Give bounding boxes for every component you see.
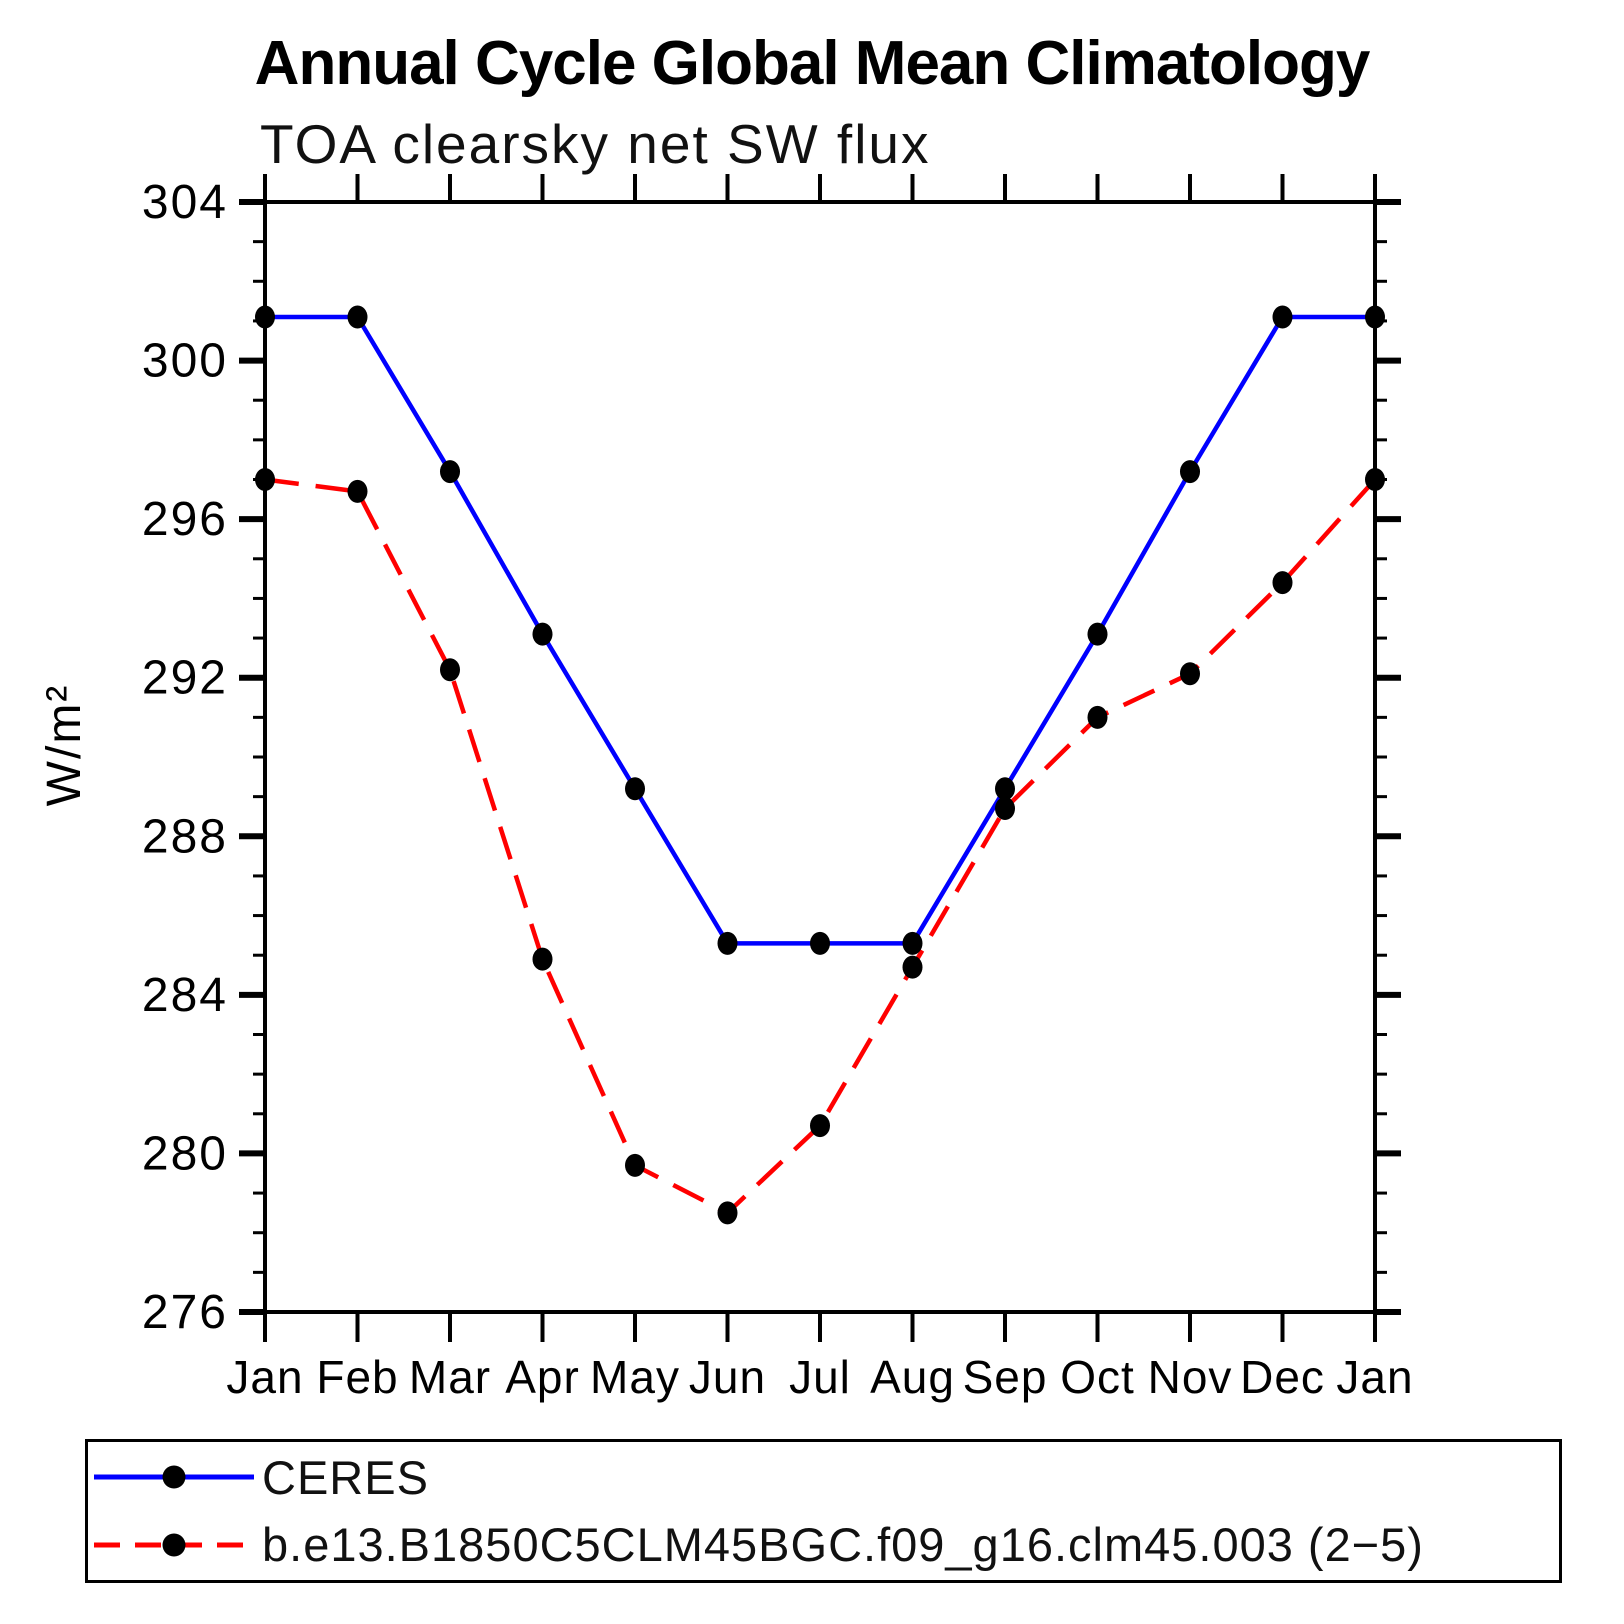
x-tick-label: Jan: [1336, 1351, 1413, 1403]
data-point-marker: [440, 460, 460, 484]
x-tick-label: Feb: [316, 1351, 398, 1403]
legend-sample-ceres-line: [94, 1465, 254, 1489]
data-point-marker: [347, 479, 368, 503]
x-tick-label: Jan: [226, 1351, 303, 1403]
data-point-marker: [1272, 305, 1293, 329]
data-point-marker: [440, 658, 460, 682]
x-tick-label: Dec: [1240, 1351, 1325, 1403]
legend-label-ceres: CERES: [262, 1450, 429, 1504]
y-tick-label: 296: [142, 493, 228, 546]
data-point-marker: [902, 931, 923, 955]
chart-subtitle: TOA clearsky net SW flux: [260, 113, 931, 175]
y-tick-label: 288: [142, 810, 228, 863]
data-point-marker: [1180, 460, 1200, 484]
y-tick-label: 284: [142, 969, 228, 1022]
legend: CERES b.e13.B1850C5CLM45BGC.f09_g16.clm4…: [85, 1439, 1562, 1583]
legend-row-ceres: CERES: [88, 1445, 1559, 1509]
data-point-marker: [717, 1201, 738, 1225]
y-tick-label: 292: [142, 652, 228, 705]
data-point-marker: [625, 1153, 645, 1177]
series-line-ceres: [265, 314, 1375, 946]
x-tick-label: Mar: [409, 1351, 491, 1403]
data-point-marker: [1087, 705, 1108, 729]
x-tick-label: Sep: [963, 1351, 1048, 1403]
legend-label-model: b.e13.B1850C5CLM45BGC.f09_g16.clm45.003 …: [262, 1518, 1424, 1572]
data-point-marker: [1087, 622, 1108, 646]
data-point-marker: [1180, 662, 1200, 686]
y-tick-label: 280: [142, 1127, 228, 1180]
data-point-marker: [532, 622, 553, 646]
data-point-marker: [1365, 468, 1385, 491]
data-point-marker: [1272, 571, 1293, 595]
data-point-marker: [902, 955, 923, 979]
data-point-marker: [810, 931, 830, 955]
x-tick-label: Aug: [870, 1351, 955, 1403]
y-tick-label: 276: [142, 1286, 228, 1339]
data-point-marker: [1365, 305, 1385, 329]
legend-sample-model-line: [94, 1533, 254, 1557]
data-point-marker: [532, 947, 553, 971]
x-tick-label: Jun: [689, 1351, 766, 1403]
x-tick-label: Oct: [1060, 1351, 1135, 1403]
y-tick-label: 304: [142, 176, 228, 229]
plot-frame: [263, 200, 1377, 1314]
x-tick-label: May: [590, 1351, 680, 1403]
legend-marker-dot: [162, 1465, 186, 1489]
x-tick-label: Apr: [505, 1351, 580, 1403]
data-point-marker: [810, 1114, 830, 1138]
data-point-marker: [717, 931, 738, 955]
x-tick-label: Nov: [1148, 1351, 1233, 1403]
legend-row-model: b.e13.B1850C5CLM45BGC.f09_g16.clm45.003 …: [88, 1513, 1559, 1577]
data-point-marker: [347, 305, 368, 329]
x-tick-label: Jul: [789, 1351, 851, 1403]
series-line-model: [264, 477, 1377, 1216]
data-point-marker: [995, 777, 1015, 801]
y-tick-label: 300: [142, 335, 228, 388]
data-point-marker: [255, 305, 275, 329]
y-axis-label: W/m²: [38, 684, 91, 807]
chart-title: Annual Cycle Global Mean Climatology: [254, 29, 1371, 98]
data-point-marker: [625, 777, 645, 801]
legend-marker-dot: [162, 1533, 186, 1557]
data-point-marker: [995, 797, 1015, 821]
data-point-marker: [255, 468, 275, 491]
